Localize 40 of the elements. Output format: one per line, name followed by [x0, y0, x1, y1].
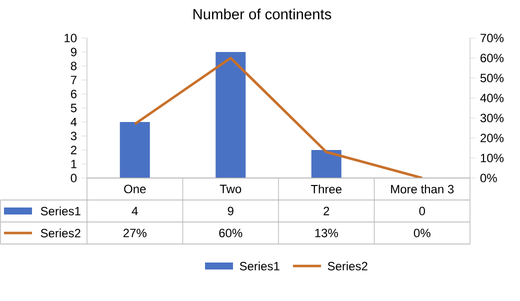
- text: Series2: [328, 262, 368, 270]
- y2-tick-label: 20%: [480, 134, 504, 142]
- data-label: 27%: [123, 228, 146, 238]
- data-label: 60%: [219, 228, 242, 238]
- y-tick-label: 2: [70, 146, 76, 154]
- x-tick-label: More than 3: [391, 184, 454, 194]
- data-label: 0%: [414, 228, 430, 238]
- x-tick-label: One: [124, 184, 146, 194]
- y-tick-label: 4: [70, 118, 77, 126]
- y2-tick-label: 0%: [480, 174, 497, 182]
- y-tick-label: 10: [64, 34, 77, 42]
- y-tick-label: 7: [70, 76, 76, 84]
- y2-tick-label: 60%: [480, 54, 504, 62]
- y-tick-label: 1: [71, 160, 76, 168]
- y2-tick-label: 50%: [480, 74, 504, 82]
- text: Series1: [240, 262, 280, 270]
- y-tick-label: 6: [70, 90, 77, 98]
- data-label: 13%: [315, 228, 338, 238]
- data-label: 9: [228, 206, 234, 216]
- chart-title: Number of continents: [194, 8, 332, 20]
- bar: [311, 150, 342, 178]
- y-tick-label: 9: [70, 48, 76, 56]
- data-label: 4: [132, 206, 138, 216]
- y2-tick-label: 70%: [480, 34, 504, 42]
- legend-label: Series1: [40, 206, 80, 216]
- line-series: [134, 56, 424, 178]
- y2-tick-label: 30%: [480, 114, 504, 122]
- x-tick-label: Two: [220, 184, 242, 194]
- y2-tick-label: 40%: [480, 94, 504, 102]
- y-tick-label: 5: [70, 104, 77, 112]
- y-tick-label: 8: [70, 62, 77, 70]
- y-tick-label: 0: [70, 174, 77, 182]
- y-tick-label: 3: [70, 132, 77, 140]
- y2-tick-label: 10%: [480, 154, 504, 162]
- legend-label: Series2: [40, 228, 80, 238]
- x-tick-label: Three: [310, 184, 342, 194]
- data-label: 0: [419, 206, 426, 216]
- bar: [120, 122, 150, 178]
- data-label: 2: [324, 206, 330, 216]
- bar: [216, 52, 246, 178]
